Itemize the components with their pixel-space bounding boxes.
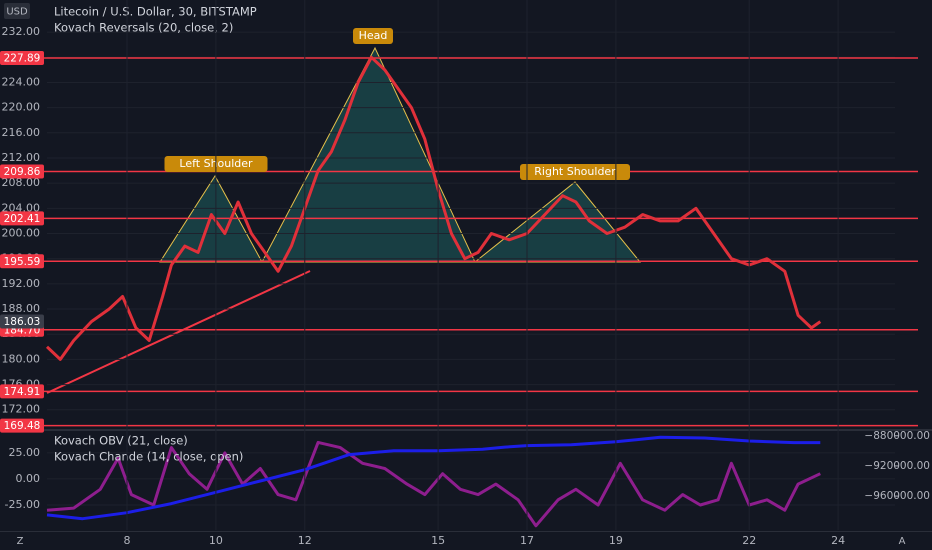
chande-title: Kovach Chande (14, close, open) bbox=[54, 450, 243, 464]
currency[interactable]: USD bbox=[6, 7, 28, 18]
level-label: 227.89 bbox=[4, 52, 41, 64]
obv-title: Kovach OBV (21, close) bbox=[54, 434, 188, 448]
last-price-badge bbox=[0, 314, 44, 329]
level-label: 209.86 bbox=[4, 166, 41, 178]
y-tick-label: 0.00 bbox=[16, 472, 41, 485]
y-tick-label: 232.00 bbox=[2, 25, 41, 38]
y-tick-label: 200.00 bbox=[2, 227, 41, 240]
y-tick-label: 188.00 bbox=[2, 302, 41, 315]
level-badge bbox=[0, 254, 44, 269]
y2-tick-label: −880000.00 bbox=[864, 430, 930, 442]
level-label: 174.91 bbox=[4, 386, 41, 398]
axis-separator bbox=[0, 531, 932, 532]
y-tick-label: 25.00 bbox=[9, 446, 41, 459]
x-tick-label: 8 bbox=[124, 534, 131, 547]
x-tick-label: 15 bbox=[431, 534, 445, 547]
pane-separator bbox=[0, 429, 932, 431]
y-tick-label: 180.00 bbox=[2, 352, 41, 365]
level-badge bbox=[0, 211, 44, 226]
indicator-title: Kovach Reversals (20, close, 2) bbox=[54, 21, 233, 35]
y-tick-label: 216.00 bbox=[2, 126, 41, 139]
y2-tick-label: −920000.00 bbox=[864, 460, 930, 472]
corner-icon[interactable]: Z bbox=[17, 536, 24, 547]
y2-tick-label: −960000.00 bbox=[864, 490, 930, 502]
series-line bbox=[45, 55, 822, 361]
x-tick-label: 10 bbox=[209, 534, 223, 547]
pattern-label: Head bbox=[359, 29, 388, 42]
y-tick-label: -25.00 bbox=[5, 498, 40, 511]
x-tick-label: 24 bbox=[831, 534, 845, 547]
series-line bbox=[46, 440, 821, 528]
indicator-pane: 25.00 0.00 -25.00 −880000.00 −920000.00 −9600… bbox=[5, 430, 930, 528]
pattern-badge bbox=[353, 28, 393, 44]
chart-title: Litecoin / U.S. Dollar, 30, BITSTAMP bbox=[54, 5, 257, 19]
trend-line bbox=[46, 270, 311, 394]
y-tick-label: 208.00 bbox=[2, 176, 41, 189]
pattern-label: Right Shoulder bbox=[534, 165, 616, 178]
level-badge bbox=[0, 384, 44, 399]
pattern-badge bbox=[520, 164, 630, 180]
y-tick-label: 172.00 bbox=[2, 403, 41, 416]
last-price-label: 186.03 bbox=[4, 316, 41, 328]
corner-icon[interactable]: A bbox=[899, 536, 906, 547]
level-label: 195.59 bbox=[4, 256, 41, 268]
y-tick-label: 224.00 bbox=[2, 75, 41, 88]
y-tick-label: 204.00 bbox=[2, 201, 41, 214]
x-tick-label: 22 bbox=[742, 534, 756, 547]
level-label: 202.41 bbox=[4, 213, 41, 225]
x-tick-label: 17 bbox=[520, 534, 534, 547]
level-badge bbox=[0, 164, 44, 179]
currency-badge[interactable] bbox=[4, 3, 30, 19]
y-tick-label: 220.00 bbox=[2, 101, 41, 114]
y-tick-label: 212.00 bbox=[2, 151, 41, 164]
level-badge bbox=[0, 418, 44, 433]
level-label: 169.48 bbox=[4, 420, 41, 432]
level-badge bbox=[0, 50, 44, 65]
price-pane: 172.00176.00180.00184.00188.00192.00196.… bbox=[0, 25, 918, 433]
y-tick-label: 192.00 bbox=[2, 277, 41, 290]
x-tick-label: 19 bbox=[609, 534, 623, 547]
x-tick-label: 12 bbox=[298, 534, 312, 547]
